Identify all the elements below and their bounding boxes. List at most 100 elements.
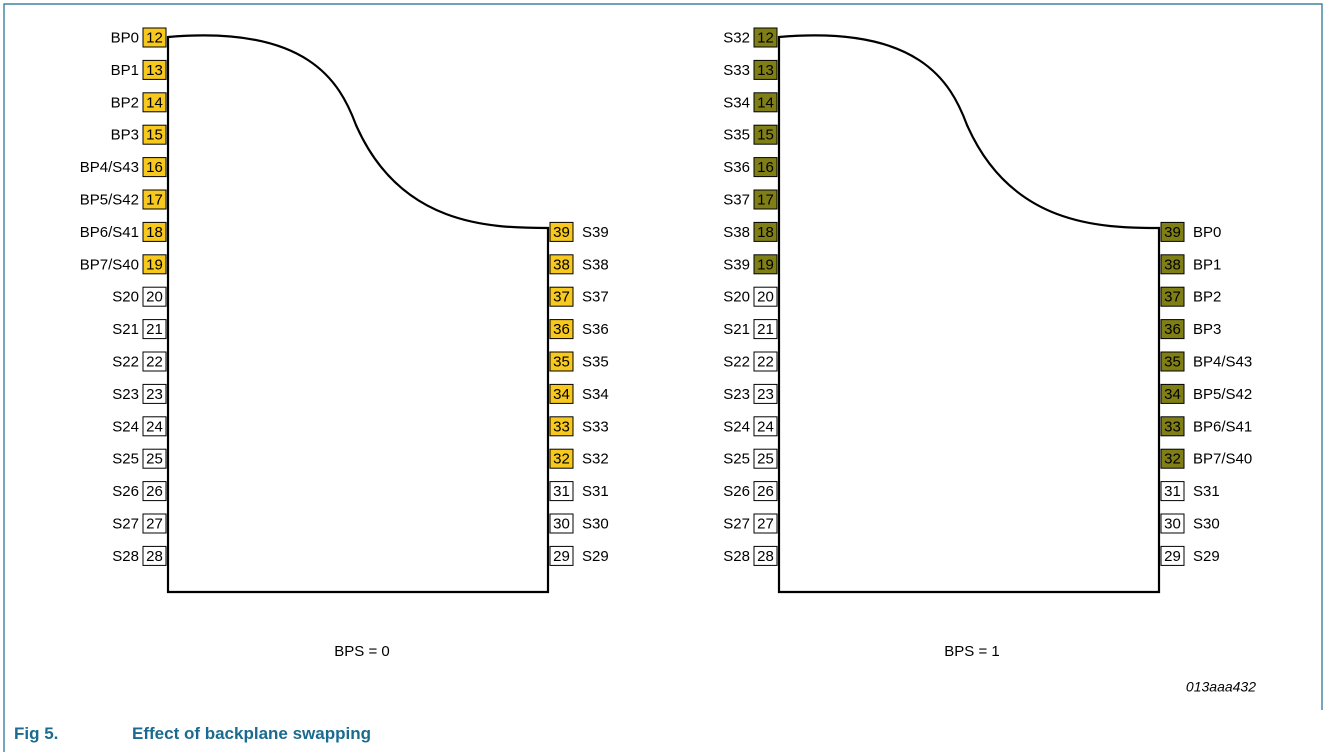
pin-box	[753, 286, 778, 307]
pin-number: 25	[146, 451, 163, 468]
pin-signal-label: S34	[723, 94, 750, 111]
pin-signal-label: BP7/S40	[1193, 451, 1252, 468]
pin-number: 29	[1164, 548, 1181, 565]
pin-signal-label: BP0	[1193, 224, 1221, 241]
pin-number: 39	[1164, 224, 1181, 241]
pin-signal-label: S29	[582, 548, 609, 565]
pin-signal-label: BP2	[1193, 289, 1221, 306]
pin-number: 18	[757, 224, 774, 241]
pin-box	[142, 545, 167, 566]
pin-box	[1160, 416, 1185, 437]
pin-box	[1160, 221, 1185, 242]
figure-number: Fig 5.	[14, 724, 59, 743]
pin-signal-label: BP2	[111, 94, 139, 111]
pin-box	[753, 27, 778, 48]
pin-signal-label: S26	[112, 483, 139, 500]
pin-signal-label: BP7/S40	[80, 256, 139, 273]
pin-signal-label: BP3	[111, 127, 139, 144]
pin-number: 15	[146, 127, 163, 144]
pin-box	[142, 481, 167, 502]
pin-signal-label: BP6/S41	[80, 224, 139, 241]
pin-signal-label: BP3	[1193, 321, 1221, 338]
pin-number: 28	[146, 548, 163, 565]
pin-signal-label: BP4/S43	[1193, 353, 1252, 370]
pin-box	[142, 124, 167, 145]
pin-box	[142, 286, 167, 307]
pin-number: 37	[1164, 289, 1181, 306]
pin-box	[549, 254, 574, 275]
pin-signal-label: BP5/S42	[1193, 386, 1252, 403]
pin-box	[549, 351, 574, 372]
pin-signal-label: S37	[582, 289, 609, 306]
pin-number: 39	[553, 224, 570, 241]
pin-number: 16	[146, 159, 163, 176]
pin-box	[1160, 448, 1185, 469]
pin-box	[142, 92, 167, 113]
pin-signal-label: S36	[723, 159, 750, 176]
pin-signal-label: S36	[582, 321, 609, 338]
pin-box	[549, 319, 574, 340]
pin-box	[142, 383, 167, 404]
pin-signal-label: S33	[582, 418, 609, 435]
pin-number: 17	[757, 191, 774, 208]
pin-signal-label: S35	[723, 127, 750, 144]
pin-signal-label: BP1	[111, 62, 139, 79]
pin-box	[753, 351, 778, 372]
pin-signal-label: S27	[723, 515, 750, 532]
pin-box	[1160, 351, 1185, 372]
pin-signal-label: S29	[1193, 548, 1220, 565]
pin-box	[753, 59, 778, 80]
pin-number: 31	[1164, 483, 1181, 500]
pin-number: 26	[146, 483, 163, 500]
pin-signal-label: S37	[723, 191, 750, 208]
pin-box	[549, 448, 574, 469]
pin-signal-label: S21	[112, 321, 139, 338]
pin-number: 37	[553, 289, 570, 306]
pin-number: 19	[146, 256, 163, 273]
pin-box	[753, 513, 778, 534]
pin-number: 32	[553, 451, 570, 468]
pin-box	[753, 481, 778, 502]
bps-setting-label: BPS = 1	[944, 643, 999, 660]
pin-number: 12	[757, 29, 774, 46]
pin-number: 15	[757, 127, 774, 144]
pin-signal-label: BP5/S42	[80, 191, 139, 208]
pin-signal-label: S35	[582, 353, 609, 370]
pin-number: 25	[757, 451, 774, 468]
pin-signal-label: S33	[723, 62, 750, 79]
pin-box	[142, 351, 167, 372]
pin-number: 13	[146, 62, 163, 79]
pin-number: 36	[1164, 321, 1181, 338]
pin-signal-label: S39	[723, 256, 750, 273]
pin-number: 38	[1164, 256, 1181, 273]
pin-box	[753, 545, 778, 566]
pin-box	[549, 286, 574, 307]
pin-number: 26	[757, 483, 774, 500]
pin-box	[142, 189, 167, 210]
pin-number: 27	[757, 515, 774, 532]
pin-number: 33	[553, 418, 570, 435]
pin-box	[142, 513, 167, 534]
pin-number: 35	[1164, 353, 1181, 370]
pin-box	[1160, 481, 1185, 502]
bps-setting-label: BPS = 0	[334, 643, 389, 660]
pin-number: 34	[553, 386, 570, 403]
pin-box	[753, 254, 778, 275]
figure-border	[3, 3, 1323, 752]
pin-number: 35	[553, 353, 570, 370]
pin-number: 28	[757, 548, 774, 565]
pin-box	[753, 416, 778, 437]
pin-signal-label: S38	[723, 224, 750, 241]
pin-number: 31	[553, 483, 570, 500]
pin-number: 24	[146, 418, 163, 435]
drawing-id: 013aaa432	[1186, 679, 1256, 695]
pin-signal-label: S34	[582, 386, 609, 403]
pin-box	[142, 221, 167, 242]
pin-signal-label: S32	[723, 29, 750, 46]
pin-number: 14	[146, 94, 163, 111]
pin-number: 33	[1164, 418, 1181, 435]
figure-title: Effect of backplane swapping	[132, 724, 371, 743]
pin-number: 38	[553, 256, 570, 273]
pin-box	[1160, 383, 1185, 404]
